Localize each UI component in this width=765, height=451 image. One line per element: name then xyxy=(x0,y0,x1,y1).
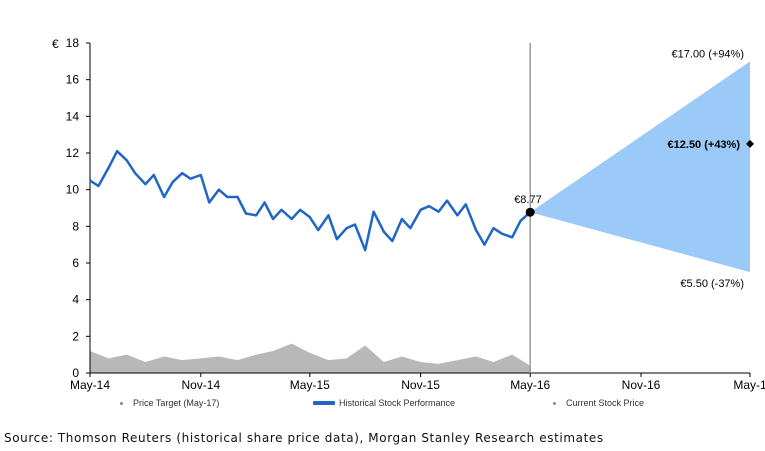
legend-current: Current Stock Price xyxy=(553,398,644,408)
upper-target-label: €17.00 (+94%) xyxy=(672,48,744,60)
y-tick-label: 0 xyxy=(72,366,79,380)
source-note: Source: Thomson Reuters (historical shar… xyxy=(4,431,604,445)
x-tick-label: Nov-14 xyxy=(181,378,220,392)
x-tick-label: Nov-16 xyxy=(622,378,661,392)
x-tick-label: May-1 xyxy=(733,378,765,392)
y-tick-label: 12 xyxy=(66,146,80,160)
y-tick-label: 18 xyxy=(66,36,80,50)
price-target-label: €12.50 (+43%) xyxy=(668,139,741,151)
legend-historical-label: Historical Stock Performance xyxy=(339,398,456,408)
current-price-point xyxy=(525,207,535,217)
projection-band xyxy=(530,61,750,273)
legend-price-target: Price Target (May-17) xyxy=(120,398,219,408)
y-tick-label: 4 xyxy=(72,293,79,307)
legend-historical: Historical Stock Performance xyxy=(313,398,455,408)
x-tick-label: May-16 xyxy=(510,378,550,392)
current-price-marker-icon xyxy=(553,401,556,405)
y-tick-label: 14 xyxy=(66,109,80,123)
y-tick-label: 16 xyxy=(66,73,80,87)
y-tick-label: 2 xyxy=(72,329,79,343)
y-tick-label: 8 xyxy=(72,219,79,233)
lower-target-label: €5.50 (-37%) xyxy=(680,278,744,290)
x-tick-label: Nov-15 xyxy=(401,378,440,392)
current-price-label: €8.77 xyxy=(514,194,542,206)
y-tick-label: 6 xyxy=(72,256,79,270)
price-target-point xyxy=(746,139,754,148)
stock-chart: 0 2 4 6 8 10 12 14 16 18 € May-14 Nov-14 May-15 Nov-15… xyxy=(52,36,765,392)
historical-line-icon xyxy=(313,401,335,405)
x-tick-label: May-15 xyxy=(290,378,330,392)
historical-price-line xyxy=(89,149,532,252)
legend-current-label: Current Stock Price xyxy=(566,398,645,408)
x-tick-label: May-14 xyxy=(70,378,110,392)
y-tick-label: 10 xyxy=(66,183,80,197)
price-target-marker-icon xyxy=(120,401,123,405)
volume-area xyxy=(90,343,531,373)
legend-price-target-label: Price Target (May-17) xyxy=(133,398,220,408)
y-axis-unit-label: € xyxy=(52,37,59,51)
